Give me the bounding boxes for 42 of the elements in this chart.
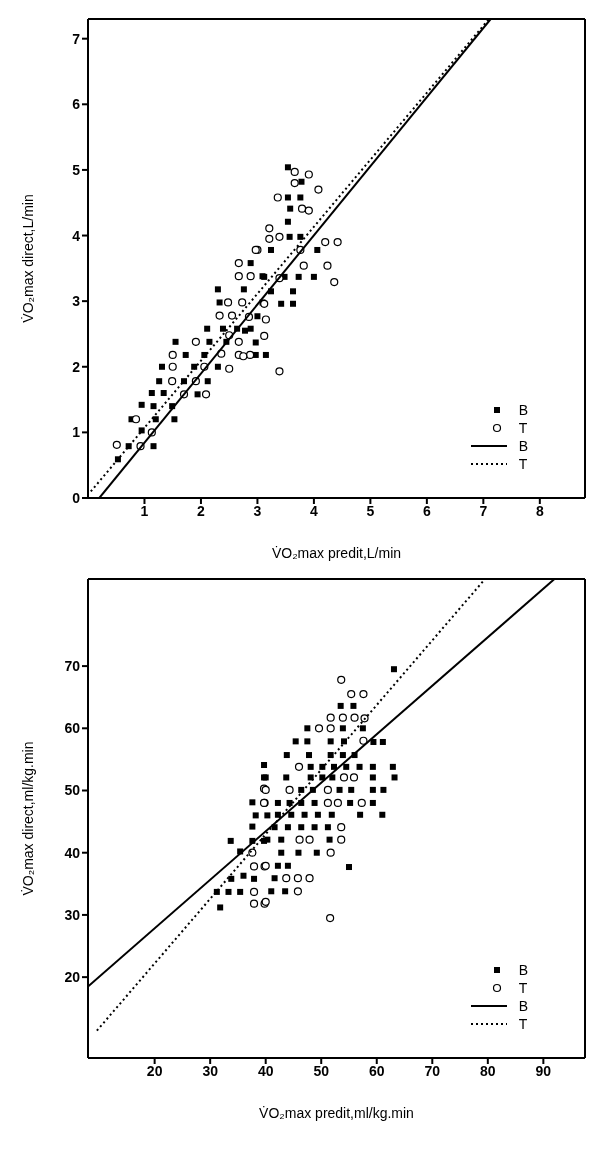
y-tick-label: 4	[72, 227, 81, 244]
x-axis-title: V̇O₂max predit,ml/kg.min	[259, 1104, 414, 1121]
y-tick-label: 6	[72, 96, 81, 113]
x-tick-label: 20	[146, 1062, 163, 1079]
x-tick-label: 4	[310, 502, 319, 519]
x-tick-label: 30	[202, 1062, 219, 1079]
y-axis-title: V̇O₂max direct,L/min	[19, 194, 36, 323]
y-tick-label: 7	[72, 30, 81, 47]
legend-label: B	[518, 438, 528, 454]
y-tick-label: 2	[72, 358, 81, 375]
x-tick-label: 90	[535, 1062, 552, 1079]
x-tick-label: 40	[257, 1062, 274, 1079]
y-tick-label: 70	[64, 658, 81, 675]
y-tick-label: 1	[72, 424, 81, 441]
legend-label: B	[518, 402, 528, 418]
y-axis-title: V̇O₂max direct,ml/kg.min	[19, 741, 36, 896]
x-tick-label: 60	[368, 1062, 385, 1079]
y-tick-label: 30	[64, 906, 81, 923]
x-tick-label: 50	[313, 1062, 330, 1079]
x-tick-label: 3	[253, 502, 262, 519]
x-tick-label: 80	[480, 1062, 496, 1079]
y-tick-label: 60	[64, 720, 81, 737]
x-tick-label: 5	[366, 502, 375, 519]
y-tick-label: 0	[72, 489, 81, 506]
y-tick-label: 3	[72, 293, 81, 310]
x-tick-label: 2	[197, 502, 206, 519]
y-tick-label: 50	[64, 782, 81, 799]
legend-label: T	[518, 420, 528, 436]
legend-label: T	[518, 1016, 528, 1032]
x-tick-label: 1	[140, 502, 149, 519]
x-tick-label: 6	[422, 502, 431, 519]
x-tick-label: 70	[424, 1062, 441, 1079]
y-tick-label: 40	[64, 844, 81, 861]
legend-label: B	[518, 962, 528, 978]
x-tick-label: 7	[479, 502, 488, 519]
legend-label: T	[518, 456, 528, 472]
y-tick-label: 20	[64, 969, 81, 986]
x-tick-label: 8	[535, 502, 544, 519]
x-axis-title: V̇O₂max predit,L/min	[271, 544, 402, 561]
y-tick-label: 5	[72, 161, 81, 178]
legend-label: B	[518, 998, 528, 1014]
legend-label: T	[518, 980, 528, 996]
